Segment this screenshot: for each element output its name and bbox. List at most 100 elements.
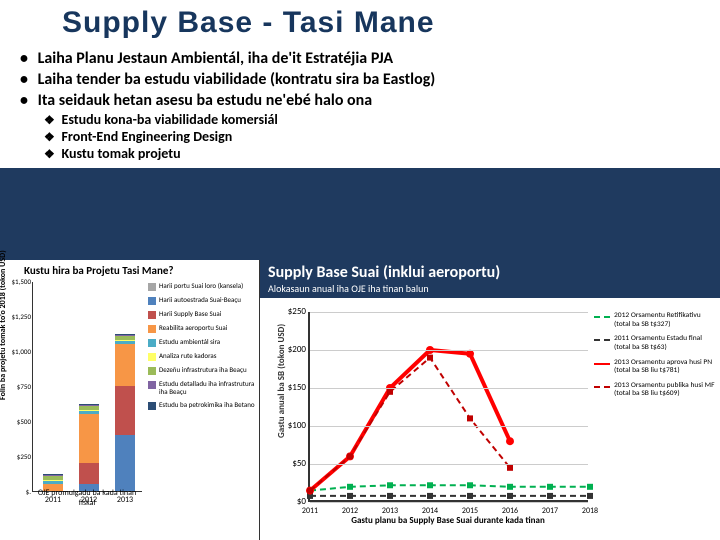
legend-label: Analiza rute kadoras <box>159 352 217 360</box>
left-ytick: $750 <box>7 382 31 391</box>
line-marker <box>427 493 433 499</box>
left-legend-item: Harii Supply Base Suai <box>148 310 258 319</box>
bar-segment <box>79 404 99 405</box>
legend-swatch <box>148 311 156 319</box>
right-chart-title: Supply Base Suai (inklui aeroportu) <box>268 263 712 282</box>
bar-segment <box>115 334 135 335</box>
line-series <box>310 350 510 491</box>
bar-segment <box>115 344 135 386</box>
left-ytick: $250 <box>7 452 31 461</box>
right-ytick: $50 <box>278 458 306 469</box>
left-legend-item: Estudu detalladu iha infrastrutura iha B… <box>148 380 258 396</box>
bar-segment <box>43 481 63 484</box>
line-marker <box>466 350 474 358</box>
left-chart: Kustu hira ba Projetu Tasi Mane? Folin b… <box>0 260 260 540</box>
line-marker <box>587 484 593 490</box>
line-marker <box>547 493 553 499</box>
legend-label: Estudu ba petrokimika iha Betano <box>159 401 255 409</box>
bullet-list: Laiha Planu Jestaun Ambientál, iha de'it… <box>0 44 720 168</box>
bullet-level1: Laiha Planu Jestaun Ambientál, iha de'it… <box>20 48 708 69</box>
right-ytick: $200 <box>278 344 306 355</box>
right-chart-xlabel: Gastu planu ba Supply Base Suai durante … <box>308 515 588 526</box>
legend-label: Estudu ambientál sira <box>159 338 220 346</box>
bar-segment <box>115 386 135 435</box>
right-legend-item: 2011 Orsamentu Estadu final (total ba SB… <box>594 335 718 352</box>
line-marker <box>547 484 553 490</box>
line-marker <box>507 465 513 471</box>
right-ytick: $250 <box>278 306 306 317</box>
right-ytick: $100 <box>278 420 306 431</box>
legend-swatch <box>148 297 156 305</box>
legend-line <box>594 363 610 365</box>
legend-swatch <box>148 339 156 347</box>
bar-segment <box>43 480 63 481</box>
right-chart-subtitle: Alokasaun anual iha OJE iha tinan balun <box>268 282 712 295</box>
bar-segment <box>79 404 99 405</box>
left-legend-item: Analiza rute kadoras <box>148 352 258 361</box>
bar-segment <box>115 334 135 335</box>
legend-label: Reabilita aeroportu Suai <box>159 324 227 332</box>
line-marker <box>307 488 313 494</box>
bar-segment <box>79 414 99 463</box>
right-legend-item: 2012 Orsamentu Retifikativu (total ba SB… <box>594 312 718 329</box>
line-marker <box>467 482 473 488</box>
bullet-level1: Laiha tender ba estudu viabilidade (kont… <box>20 69 708 90</box>
legend-line <box>594 386 610 388</box>
bar-segment <box>79 411 99 414</box>
line-marker <box>467 415 473 421</box>
legend-line <box>594 339 610 341</box>
bullet-level2: Front-End Engineering Design <box>44 128 708 145</box>
line-marker <box>387 493 393 499</box>
bar-segment <box>79 406 99 410</box>
bar-segment <box>115 340 135 341</box>
bullet-level1: Ita seidauk hetan asesu ba estudu ne'ebé… <box>20 90 708 111</box>
bar-segment <box>115 336 135 340</box>
bullet-level2: Kustu tomak projetu <box>44 145 708 162</box>
legend-label: 2012 Orsamentu Retifikativu (total ba SB… <box>614 312 718 329</box>
left-ytick: $1,500 <box>7 277 31 286</box>
slide-title: Supply Base - Tasi Mane <box>0 0 720 44</box>
legend-swatch <box>148 353 156 361</box>
bar-segment <box>115 435 135 491</box>
line-marker <box>427 355 433 361</box>
bar-segment <box>43 474 63 475</box>
legend-label: 2011 Orsamentu Estadu final (total ba SB… <box>614 335 718 352</box>
left-legend-item: Estudu ambientál sira <box>148 338 258 347</box>
left-legend-item: Dezeñu infrastrutura iha Beaçu <box>148 366 258 375</box>
line-marker <box>347 484 353 490</box>
right-ytick: $150 <box>278 382 306 393</box>
left-ytick: $1,250 <box>7 312 31 321</box>
left-legend-item: Harii autoestrada Suai-Beaçu <box>148 296 258 305</box>
bar-segment <box>43 474 63 475</box>
line-marker <box>387 482 393 488</box>
line-marker <box>467 493 473 499</box>
legend-label: 2013 Orsamentu publika husi MF (total ba… <box>614 382 718 399</box>
legend-label: Harii Supply Base Suai <box>159 310 221 318</box>
bar-segment <box>43 476 63 480</box>
legend-line <box>594 316 610 318</box>
legend-swatch <box>148 325 156 333</box>
line-marker <box>587 493 593 499</box>
bullet-level2: Estudu kona-ba viabilidade komersiál <box>44 111 708 128</box>
legend-label: Harii autoestrada Suai-Beaçu <box>159 296 241 304</box>
right-legend-item: 2013 Orsamentu aprova husi PN (total ba … <box>594 359 718 376</box>
line-marker <box>506 437 514 445</box>
left-legend-item: Reabilita aeroportu Suai <box>148 324 258 333</box>
left-ytick: $1,000 <box>7 347 31 356</box>
legend-label: 2013 Orsamentu aprova husi PN (total ba … <box>614 359 718 376</box>
left-chart-title: Kustu hira ba Projetu Tasi Mane? <box>0 260 259 277</box>
line-marker <box>427 482 433 488</box>
left-legend-item: Harii portu Suai loro (kansela) <box>148 282 258 291</box>
bar-segment <box>79 410 99 411</box>
left-legend-item: Estudu ba petrokimika iha Betano <box>148 401 258 410</box>
line-marker <box>387 389 393 395</box>
line-marker <box>507 484 513 490</box>
legend-swatch <box>148 381 156 389</box>
left-chart-ylabel: Folin ba projetu tomak to'o 2018 (tokon … <box>0 250 8 400</box>
line-marker <box>347 453 353 459</box>
legend-swatch <box>148 283 156 291</box>
bar-segment <box>79 463 99 484</box>
left-ytick: $500 <box>7 417 31 426</box>
legend-label: Harii portu Suai loro (kansela) <box>159 282 243 290</box>
line-marker <box>347 493 353 499</box>
